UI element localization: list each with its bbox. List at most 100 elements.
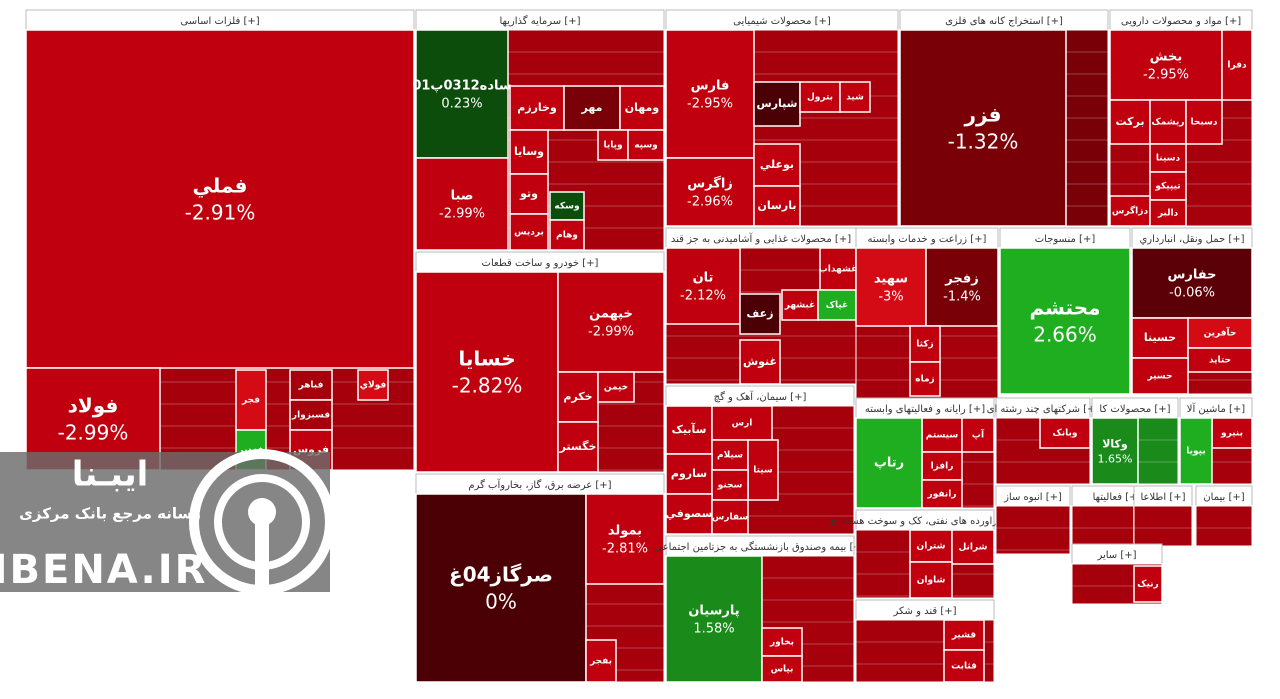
watermark-site: IBENA.IR [0,547,207,593]
stock-tile[interactable] [557,421,599,473]
stock-name: فولاد [68,394,119,418]
stock-tile[interactable] [665,493,713,535]
stock-name: وتو [519,187,538,200]
stock-tile[interactable] [839,81,871,113]
stock-tile[interactable] [999,247,1131,395]
stock-tile[interactable] [739,293,781,335]
stock-tile[interactable] [943,649,985,683]
sector-title: زراعت و خدمات وابسته [+] [868,234,987,245]
stock-tile[interactable] [597,371,635,403]
stock-tile[interactable] [753,81,801,127]
stock-tile[interactable] [781,289,819,321]
stock-tile[interactable] [25,29,415,369]
stock-tile[interactable] [289,399,333,431]
stock-tile[interactable] [557,371,599,423]
stock-tile[interactable] [415,271,559,473]
stock-tile[interactable] [665,29,755,159]
stock-tile[interactable] [761,627,803,657]
sector: ماشین آلا [+] بنيرو بپويا [1179,397,1253,485]
stock-name: قثابت [951,662,977,672]
sector: مواد و محصولات دارویی [+] بخش -2.95% دفرا بر… [1109,9,1253,227]
stock-tile[interactable] [597,129,629,161]
stock-name: فسبزوار [291,411,330,421]
stock-tile[interactable] [627,129,665,161]
stock-tile[interactable] [665,555,763,683]
stock-tile[interactable] [855,417,923,509]
stock-tile[interactable] [943,619,985,651]
sector-title: محصولات شیمیایی [+] [733,16,831,27]
stock-tile[interactable] [921,479,963,509]
stock-tile[interactable] [1091,417,1139,485]
stock-tile[interactable] [711,469,749,501]
stock-tile[interactable] [711,405,773,441]
stock-tile[interactable] [1039,417,1091,449]
stock-name: فباهر [298,381,324,391]
stock-tile[interactable] [1133,565,1163,603]
stock-tile[interactable] [1109,99,1151,145]
stock-tile[interactable] [665,405,713,455]
stock-tile[interactable] [665,157,755,227]
sector-title: حمل ونقل، انبارداري [+] [1139,234,1244,245]
stock-tile[interactable] [711,499,749,535]
stock-name: ساده0312پ01 [412,79,511,94]
stock-tile[interactable] [289,369,333,401]
stock-tile[interactable] [753,185,801,227]
stock-tile[interactable] [1109,29,1223,101]
stock-name: فجر [241,396,260,406]
stock-tile[interactable] [509,213,549,251]
stock-tile[interactable] [747,439,779,501]
sector: ساير [+] رنيک [1071,543,1163,605]
stock-tile[interactable] [415,493,587,683]
stock-name: برکت [1115,115,1144,128]
stock-tile[interactable] [753,143,801,187]
stock-tile[interactable] [1131,317,1189,359]
stock-tile[interactable] [585,639,617,683]
stock-name: حفارس [1167,268,1216,283]
stock-tile[interactable] [619,85,665,131]
stock-name: حآفرين [1204,327,1237,339]
stock-tile[interactable] [855,247,927,327]
sector: محصولات غذایی و آشامیدنی به جز قند [+] تا… [665,227,857,385]
stock-name: زكثا [916,340,933,350]
stock-name: حتايد [1209,356,1231,366]
stock-tile[interactable] [909,361,941,397]
stock-name: رنيک [1137,580,1158,590]
stock-tile[interactable] [549,219,585,251]
stock-tile[interactable] [665,247,741,325]
stock-tile[interactable] [1185,99,1223,145]
stock-tile[interactable] [739,339,781,385]
stock-tile[interactable] [817,289,857,321]
stock-tile[interactable] [415,157,509,251]
stock-tile[interactable] [925,247,999,327]
stock-tile[interactable] [761,655,803,683]
sector: فلزات اساسی [+] فملي-2.91% فولاد -2.99% فجر ف… [25,9,415,471]
stock-tile[interactable] [563,85,621,131]
sector-title: شرکتهای چند رشته ای [+] [987,404,1100,415]
stock-tile[interactable] [899,29,1067,227]
stock-tile[interactable] [819,247,857,291]
stock-name: غبشهر [784,301,816,311]
stock-tile[interactable] [951,529,995,565]
stock-tile[interactable] [1131,357,1189,395]
stock-tile[interactable] [1221,29,1253,101]
sector-title: ماشین آلا [+] [1187,402,1246,415]
stock-tile[interactable] [1179,417,1213,485]
stock-tile[interactable] [585,493,665,585]
sector: زراعت و خدمات وابسته [+] سهيد -3% زفجر -1.4%… [855,227,999,399]
stock-name: فارس [691,79,730,94]
stock-tile[interactable] [1149,199,1187,227]
stock-name: شرانل [959,543,988,553]
stock-name: بنيرو [1220,429,1243,439]
stock-tile[interactable] [1149,143,1187,173]
stock-tile[interactable] [961,417,995,453]
sector-body [1133,505,1193,547]
stock-tile[interactable] [509,173,549,215]
stock-tile[interactable] [1131,247,1253,319]
sector-title: فعالیتها [+] [1093,492,1142,503]
stock-tile[interactable] [415,29,509,159]
stock-tile[interactable] [909,561,953,599]
stock-name: سجنو [717,481,743,491]
stock-name: سيلام [717,451,743,461]
stock-tile[interactable] [357,369,389,401]
stock-tile[interactable] [557,271,665,373]
